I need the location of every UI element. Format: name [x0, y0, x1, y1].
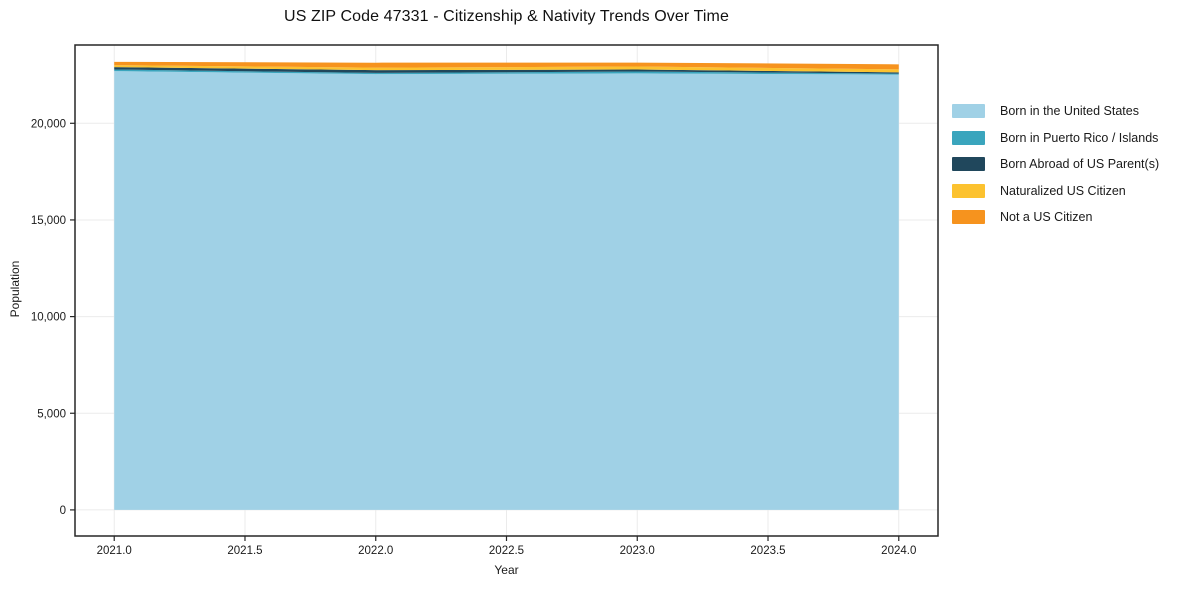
y-tick-label: 5,000 [37, 408, 66, 420]
y-axis-label: Population [8, 260, 22, 318]
legend-swatch [952, 210, 985, 224]
y-tick-label: 10,000 [31, 312, 66, 324]
legend-swatch [952, 130, 985, 145]
x-tick-label: 2023.5 [750, 545, 785, 557]
legend-item: Born in Puerto Rico / Islands [952, 130, 1159, 145]
area-born-abroad-of-us-parent-s [114, 67, 899, 74]
x-tick-label: 2022.0 [358, 545, 393, 557]
legend-swatch [952, 183, 985, 198]
legend-item: Naturalized US Citizen [952, 183, 1159, 198]
legend-swatch [952, 104, 985, 118]
chart-title: US ZIP Code 47331 - Citizenship & Nativi… [284, 8, 729, 25]
y-tick-label: 20,000 [31, 118, 66, 130]
x-tick-label: 2024.0 [881, 545, 916, 557]
x-tick-label: 2022.5 [489, 545, 524, 557]
legend-label: Born Abroad of US Parent(s) [1000, 157, 1160, 171]
legend-label: Born in Puerto Rico / Islands [1000, 130, 1159, 145]
x-tick-label: 2021.0 [97, 545, 132, 557]
legend-swatch [952, 157, 985, 171]
legend-label: Naturalized US Citizen [1000, 183, 1126, 198]
legend-label: Not a US Citizen [1000, 210, 1093, 224]
y-tick-label: 15,000 [31, 215, 66, 227]
x-axis-label: Year [494, 563, 519, 577]
area-naturalized-us-citizen [114, 65, 899, 73]
legend: Born in the United States Born in Puerto … [952, 104, 1159, 224]
area-not-a-us-citizen [114, 61, 899, 70]
area-born-in-puerto-rico-islands [114, 69, 899, 75]
legend-item: Born Abroad of US Parent(s) [952, 157, 1159, 171]
x-tick-label: 2023.0 [620, 545, 655, 557]
legend-item: Born in the United States [952, 104, 1159, 118]
legend-label: Born in the United States [1000, 104, 1139, 118]
area-born-in-the-united-states [114, 71, 899, 510]
y-tick-label: 0 [60, 505, 66, 517]
x-tick-label: 2021.5 [227, 545, 262, 557]
legend-item: Not a US Citizen [952, 210, 1159, 224]
